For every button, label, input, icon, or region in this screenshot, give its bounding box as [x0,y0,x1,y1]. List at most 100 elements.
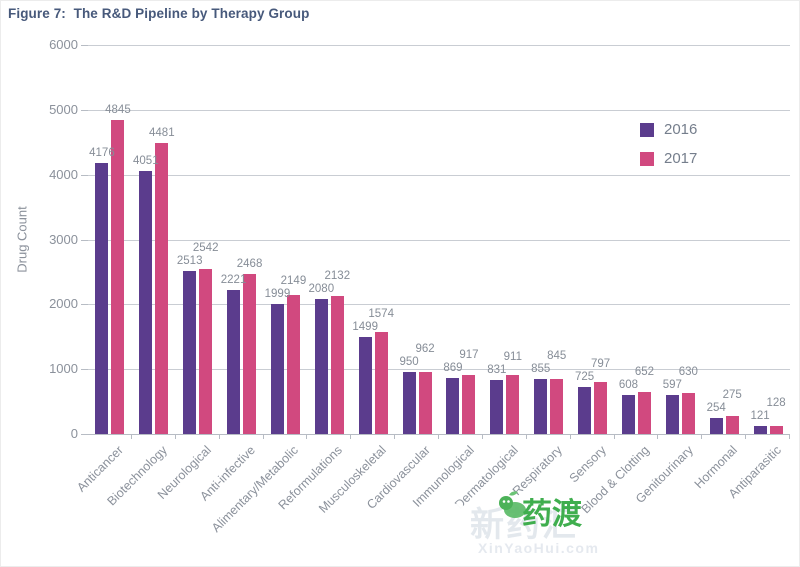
value-label-2017: 652 [634,365,655,378]
legend-item-2016: 2016 [640,121,697,138]
value-label-2017: 1574 [368,307,394,320]
x-tick [394,434,396,439]
x-tick [525,434,527,439]
x-tick [481,434,483,439]
value-label-2016: 950 [399,356,419,369]
bar-2017-7 [374,331,388,434]
watermark: 新药汇 XinYaoHui.com 药渡 [423,487,800,567]
value-label-2017: 917 [459,348,479,361]
bar-2016-16 [753,426,767,434]
gridline [88,45,790,46]
x-tick [745,434,747,439]
bar-2016-11 [534,378,548,434]
bar-2017-11 [550,379,564,434]
bar-2016-14 [665,395,679,434]
value-label-2016: 2080 [308,283,335,296]
figure-title: Figure 7: The R&D Pipeline by Therapy Gr… [8,6,310,21]
value-label-2017: 128 [766,397,786,410]
bar-2017-15 [725,416,739,434]
x-tick [306,434,308,439]
x-tick [613,434,615,439]
y-tick-label: 4000 [49,166,78,182]
gridline [88,174,790,176]
bar-2016-7 [358,336,372,434]
y-tick [81,174,88,176]
bar-2017-5 [286,294,300,434]
y-tick [81,434,88,435]
bar-2017-13 [637,391,651,434]
y-tick-label: 3000 [49,231,78,247]
gridline [88,109,790,111]
bar-2016-13 [621,394,635,434]
y-tick-label: 2000 [49,296,78,312]
x-tick [569,434,571,439]
y-tick-label: 1000 [49,361,78,377]
value-label-2017: 911 [503,351,522,364]
value-label-2016: 869 [443,361,463,374]
gridline [88,239,790,241]
y-tick [81,45,88,46]
bar-2017-1 [111,119,125,434]
bar-2016-15 [709,417,723,434]
y-tick [81,239,88,241]
legend: 2016 2017 [640,121,697,179]
bar-2016-1 [95,163,109,434]
bar-2017-2 [155,143,169,434]
value-label-2017: 275 [722,388,742,401]
bar-2016-8 [402,372,416,434]
bar-2016-3 [183,271,197,434]
x-tick [789,434,790,439]
value-label-2017: 2542 [192,242,219,255]
bar-2016-10 [490,380,504,434]
value-label-2016: 1999 [264,288,291,301]
bar-2016-2 [139,171,153,434]
x-tick [438,434,439,439]
y-tick-label: 5000 [49,101,78,117]
gridline [88,304,790,306]
y-tick-label: 6000 [49,37,78,52]
sprout-icon [499,491,526,518]
value-label-2017: 845 [547,349,567,362]
legend-swatch-2017-icon [640,151,654,166]
bar-2016-9 [446,377,460,434]
bar-2017-9 [462,374,476,434]
value-label-2016: 597 [662,379,682,392]
y-tick-label: 0 [70,426,78,441]
plot-area: 0 1000 2000 3000 4000 5000 6000 4176 4845 Antican… [49,37,790,535]
y-tick [81,369,88,371]
x-tick [218,434,220,439]
x-tick [174,434,176,439]
bar-2017-4 [243,273,257,434]
value-label-2016: 4051 [133,155,159,168]
bar-2016-5 [270,304,284,434]
value-label-2016: 121 [750,410,770,423]
bar-2017-16 [769,425,783,434]
clover-logo-icon [423,503,465,545]
bar-2016-4 [227,290,241,434]
value-label-2017: 962 [415,343,435,356]
bar-2017-14 [681,393,695,434]
legend-item-2017: 2017 [640,150,697,167]
gridline [88,434,790,435]
value-label-2016: 254 [706,401,726,414]
legend-swatch-2016-icon [640,122,654,137]
value-label-2017: 630 [678,366,698,379]
value-label-2016: 2221 [220,274,247,286]
legend-label-2016: 2016 [664,121,698,138]
bar-2017-8 [418,371,432,434]
bar-2016-6 [314,299,328,434]
bar-2017-12 [594,382,608,434]
legend-label-2017: 2017 [664,150,698,167]
value-label-2017: 4481 [149,127,175,140]
value-label-2016: 2513 [176,255,203,268]
bar-2016-12 [578,386,592,434]
value-label-2016: 4176 [89,147,115,160]
value-label-2017: 2132 [324,270,351,283]
y-tick [81,109,88,111]
x-tick [130,434,132,439]
value-label-2017: 797 [590,357,611,370]
value-label-2016: 1499 [352,320,378,333]
value-label-2017: 2149 [280,275,307,288]
value-label-2016: 831 [487,364,507,377]
bar-2017-10 [506,374,520,434]
